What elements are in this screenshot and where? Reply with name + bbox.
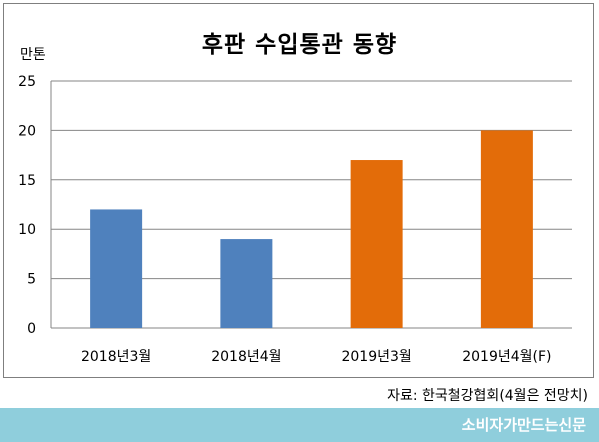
- x-tick-label: 2019년3월: [341, 349, 411, 365]
- y-tick-label: 0: [27, 321, 36, 337]
- y-tick-label: 5: [27, 272, 36, 288]
- footer-brand: 소비자가만드는신문: [461, 416, 586, 434]
- y-tick-label: 25: [18, 74, 36, 90]
- chart-title: 후판 수입통관 동향: [201, 32, 398, 58]
- x-tick-label: 2019년4월(F): [462, 349, 551, 365]
- footer-bar: 소비자가만드는신문: [0, 408, 599, 442]
- x-tick-labels: 2018년3월 2018년4월 2019년3월 2019년4월(F): [81, 349, 552, 365]
- y-axis-unit-label: 만톤: [20, 47, 46, 63]
- bars: [90, 130, 533, 328]
- bar: [220, 239, 273, 328]
- bar: [90, 209, 143, 328]
- source-note: 자료: 한국철강협회(4월은 전망치): [387, 388, 588, 404]
- bar: [480, 130, 533, 328]
- bar: [350, 160, 403, 328]
- y-tick-label: 15: [18, 173, 36, 189]
- y-tick-label: 10: [18, 222, 36, 238]
- bar-chart-plot: 0 5 10 15 20 25 2018년3월 2018년4월 2019년3월 2019년4월(…: [18, 74, 572, 365]
- y-tick-labels: 0 5 10 15 20 25: [18, 74, 36, 337]
- x-tick-label: 2018년4월: [211, 349, 281, 365]
- x-tick-label: 2018년3월: [81, 349, 151, 365]
- y-tick-label: 20: [18, 123, 36, 139]
